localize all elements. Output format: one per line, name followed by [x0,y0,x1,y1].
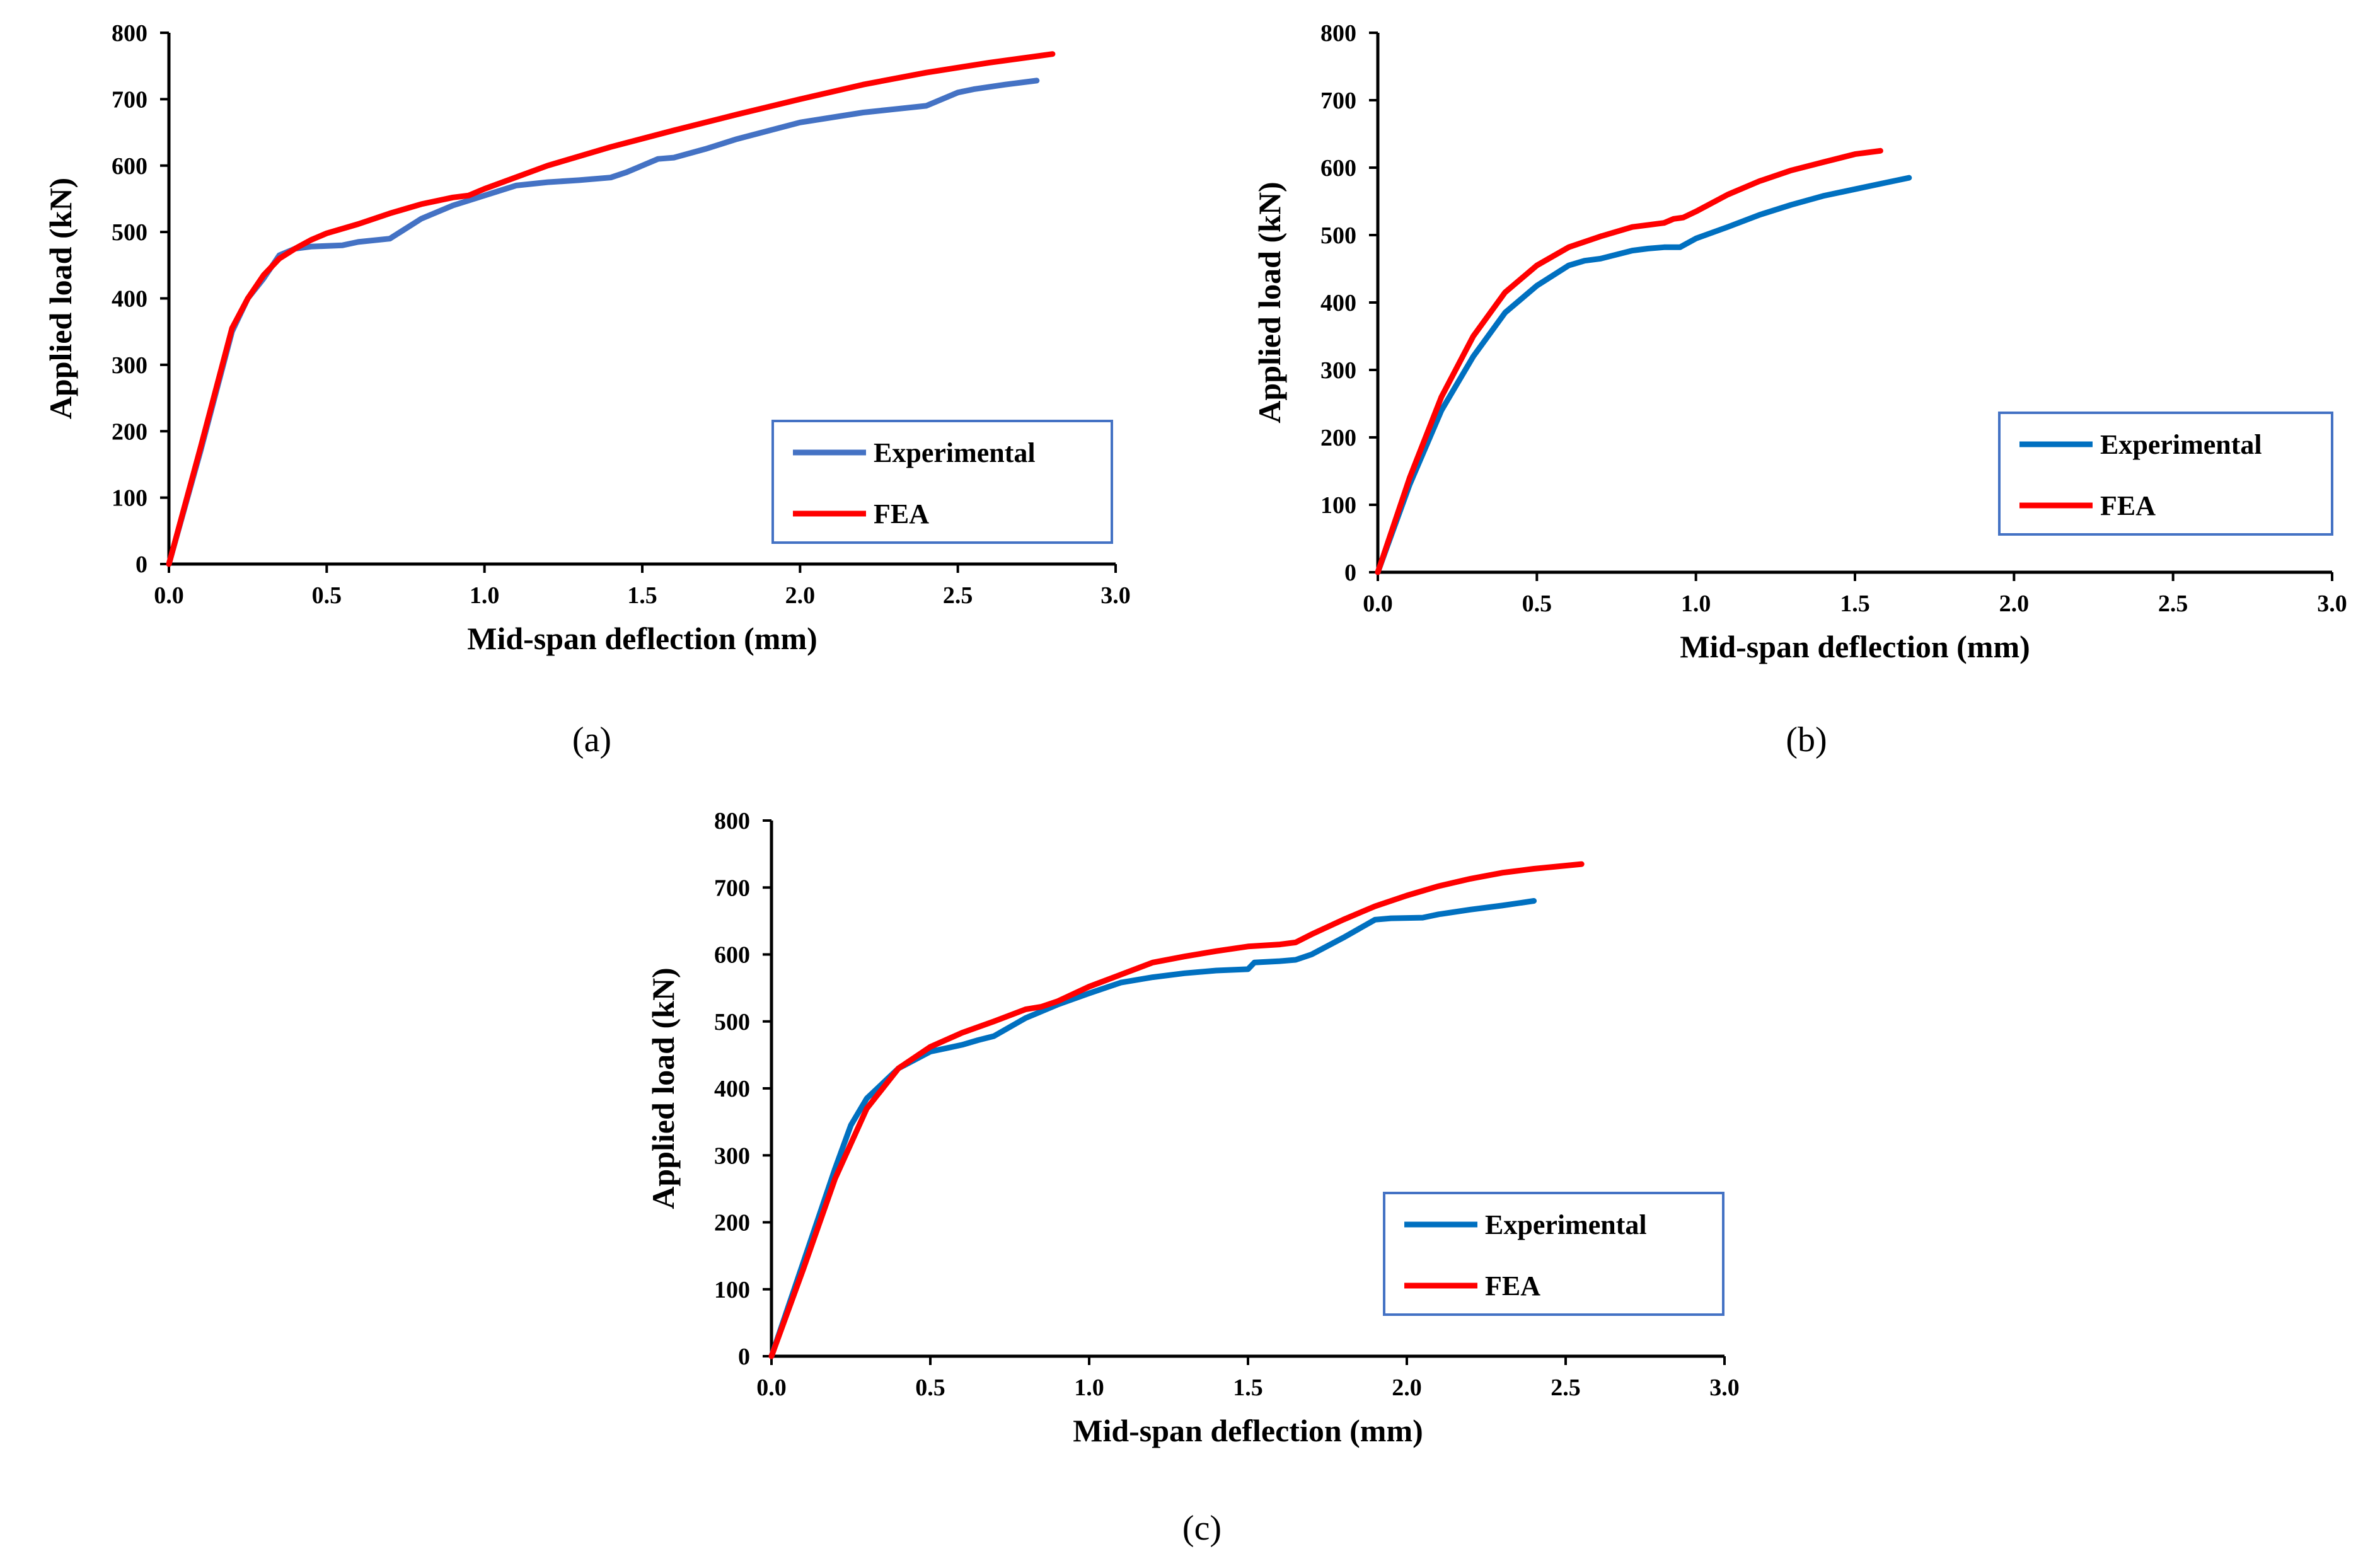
x-tick-label: 1.5 [1233,1374,1263,1401]
x-tick-label: 0.0 [756,1374,787,1401]
y-tick-label: 800 [112,20,147,47]
x-tick-label: 1.5 [627,582,657,609]
x-tick-label: 3.0 [1709,1374,1740,1401]
y-axis-label: Applied load (kN) [1252,182,1287,423]
x-tick-label: 0.5 [1522,591,1552,617]
legend-label: Experimental [1485,1209,1647,1240]
y-tick-label: 500 [714,1009,750,1035]
x-tick-label: 2.5 [2158,591,2188,617]
x-tick-label: 2.0 [1999,591,2030,617]
series-line-experimental [1375,175,1912,575]
y-tick-label: 800 [1320,20,1356,47]
y-tick-label: 700 [112,86,147,113]
y-tick-label: 500 [112,219,147,246]
x-tick-label: 0.5 [312,582,342,609]
chart-panel-b: 0 100 200 300 400 500 600 700 800 0.0 0.5 1.0 1.5 2.0… [1252,20,2347,759]
y-tick-label: 400 [1320,290,1356,316]
x-tick-label: 0.5 [915,1374,945,1401]
y-tick-label: 700 [1320,88,1356,114]
y-tick-label: 100 [112,485,147,512]
x-tick-label: 3.0 [1100,582,1131,609]
series-line-fea [768,861,1585,1359]
y-tick-label: 300 [112,352,147,379]
x-tick-label: 2.0 [785,582,816,609]
legend-label: FEA [1485,1271,1540,1301]
y-axis-label: Applied load (kN) [43,178,78,419]
x-tick-label: 2.0 [1392,1374,1422,1401]
y-tick-label: 100 [714,1277,750,1303]
legend-label: Experimental [874,437,1036,468]
x-tick-label: 0.0 [1363,591,1393,617]
y-tick-label: 600 [112,153,147,180]
y-tick-label: 200 [1320,425,1356,451]
x-axis-label: Mid-span deflection (mm) [1073,1413,1423,1448]
y-tick-label: 200 [112,418,147,445]
x-tick-label: 1.5 [1840,591,1870,617]
chart-panel-a: 0 100 200 300 400 500 600 700 800 0.0 0.5 1.0 1.5 2.0… [43,20,1131,759]
panel-caption: (c) [1182,1509,1222,1548]
y-tick-label: 400 [714,1076,750,1102]
x-axis-label: Mid-span deflection (mm) [1680,629,2030,664]
legend-label: Experimental [2100,429,2262,460]
y-tick-label: 400 [112,286,147,313]
legend-box [1383,1192,1724,1316]
legend-box [1998,412,2333,536]
panel-caption: (b) [1786,720,1827,759]
panel-caption: (a) [572,720,611,759]
y-tick-label: 600 [714,942,750,969]
x-tick-label: 1.0 [1074,1374,1104,1401]
series-line-fea [1375,147,1883,575]
y-axis-label: Applied load (kN) [645,967,681,1209]
chart-panel-c: 0 100 200 300 400 500 600 700 800 0.0 0.5 1.0 1.5 2.0… [645,808,1740,1548]
series-line-fea [166,51,1056,567]
y-tick-label: 100 [1320,492,1356,519]
x-tick-label: 0.0 [154,582,184,609]
x-tick-label: 1.0 [1681,591,1711,617]
y-tick-label: 0 [1344,560,1356,586]
legend-box [771,420,1113,544]
x-tick-label: 1.0 [470,582,500,609]
legend-label: FEA [874,498,929,529]
x-axis-label: Mid-span deflection (mm) [467,621,817,656]
y-tick-label: 300 [1320,357,1356,384]
x-tick-label: 3.0 [2317,591,2347,617]
y-tick-label: 0 [136,551,147,578]
legend-label: FEA [2100,490,2156,521]
x-tick-label: 2.5 [1551,1374,1581,1401]
y-tick-label: 300 [714,1143,750,1169]
y-tick-label: 700 [714,875,750,901]
y-tick-label: 600 [1320,155,1356,182]
x-tick-label: 2.5 [943,582,973,609]
y-tick-label: 500 [1320,222,1356,249]
y-tick-label: 0 [738,1344,750,1370]
y-tick-label: 200 [714,1210,750,1236]
y-tick-label: 800 [714,808,750,834]
